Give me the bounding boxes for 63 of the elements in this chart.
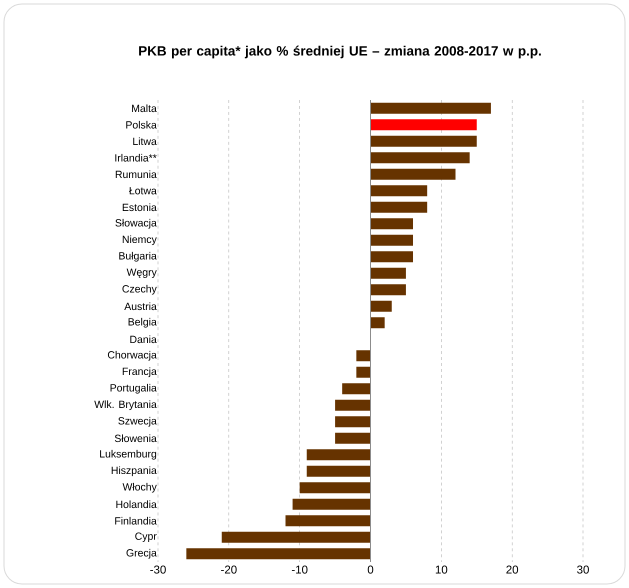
y-tick-label: Austria: [124, 302, 157, 310]
y-tick-label: Dania: [130, 335, 157, 344]
bar: [222, 532, 371, 543]
bar: [370, 234, 414, 246]
bar: [356, 350, 371, 362]
bar: [370, 284, 406, 296]
bar: [370, 152, 470, 164]
bar: [370, 202, 428, 213]
bar: [370, 317, 385, 328]
bar: [306, 449, 371, 460]
bar: [370, 300, 392, 312]
y-tick-label: Czechy: [122, 284, 157, 295]
y-tick-label: Portugalia: [110, 384, 157, 394]
bar: [306, 466, 371, 477]
bar: [342, 383, 371, 394]
bar: [335, 432, 371, 444]
bar: [186, 548, 371, 560]
y-tick-label: Belgia: [128, 318, 157, 328]
y-tick-label: Węgry: [126, 268, 157, 278]
bar: [370, 168, 456, 180]
y-tick-label: Grecja: [126, 548, 157, 559]
y-tick-label: Cypr: [135, 532, 157, 542]
chart-title: PKB per capita* jako % średniej UE – zmiana 2008-2017 w p.p.: [139, 46, 541, 58]
bar: [370, 218, 414, 230]
y-tick-label: Polska: [126, 120, 157, 129]
x-tick-label: -30: [150, 566, 166, 574]
y-tick-label: Luksemburg: [100, 450, 156, 460]
y-tick-label: Szwecja: [118, 416, 157, 427]
x-tick-label: 0: [368, 566, 374, 574]
y-tick-label: Litwa: [133, 137, 157, 146]
y-tick-label: Malta: [132, 104, 157, 112]
bar: [370, 185, 428, 196]
x-tick-label: 10: [436, 566, 448, 574]
y-tick-label: Niemcy: [122, 235, 157, 246]
bar: [286, 515, 371, 526]
bar: [300, 482, 371, 494]
bar: [370, 119, 477, 130]
bar: [370, 136, 477, 147]
x-tick-label: -20: [221, 566, 237, 574]
x-tick-label: 30: [577, 566, 589, 574]
y-tick-label: Hiszpania: [112, 466, 157, 476]
bar: [292, 498, 371, 510]
x-tick-label: -10: [292, 566, 308, 574]
bar: [370, 251, 414, 262]
y-tick-label: Estonia: [122, 203, 157, 212]
y-tick-label: Bułgaria: [119, 252, 157, 262]
y-tick-label: Finlandia: [115, 516, 157, 525]
bar: [370, 102, 491, 114]
y-tick-label: Słowenia: [114, 434, 157, 442]
bar: [356, 366, 371, 378]
bar: [335, 416, 371, 428]
y-tick-label: Holandia: [116, 500, 157, 508]
y-tick-label: Włochy: [122, 482, 157, 493]
bar: [335, 400, 371, 411]
x-tick-label: 20: [506, 566, 518, 574]
y-tick-label: Słowacja: [115, 218, 157, 229]
y-tick-label: Łotwa: [129, 187, 157, 194]
y-tick-label: Wlk. Brytania: [94, 400, 157, 410]
y-tick-label: Chorwacja: [108, 350, 157, 361]
y-tick-label: Francja: [122, 367, 157, 378]
y-tick-label: Rumunia: [116, 170, 157, 178]
y-tick-label: Irlandia**: [115, 154, 157, 162]
bar: [370, 268, 406, 279]
